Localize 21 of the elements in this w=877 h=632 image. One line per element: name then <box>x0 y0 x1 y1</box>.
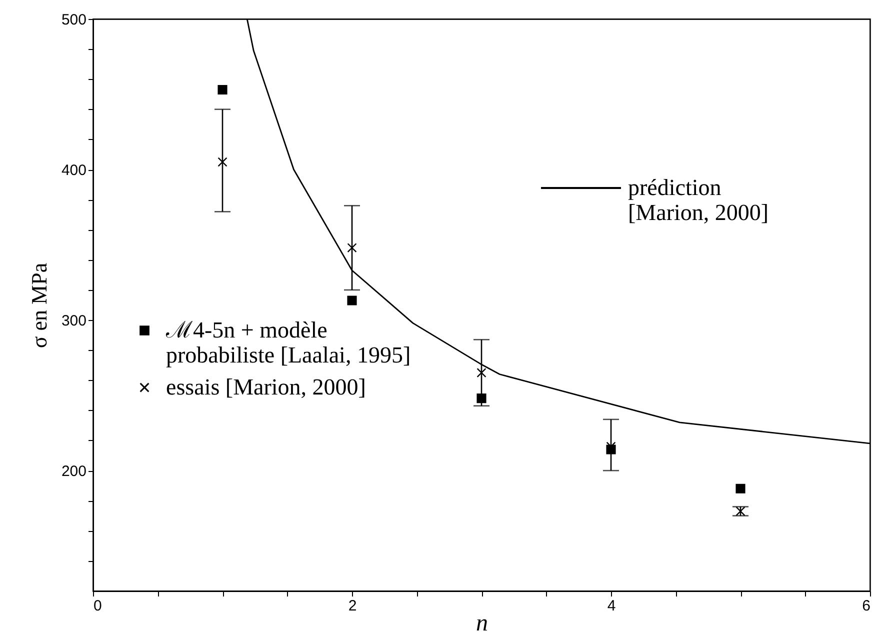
y-tick-label: 500 <box>61 12 86 28</box>
point <box>476 394 486 404</box>
x-tick-label: 2 <box>348 598 357 614</box>
y-axis-title: σ en MPa <box>26 262 52 348</box>
point <box>218 157 228 167</box>
y-tick-label: 300 <box>61 312 86 330</box>
y-tick-label: 400 <box>61 162 86 180</box>
x-axis-title: n <box>476 610 488 632</box>
x-tick-label: 0 <box>94 598 102 614</box>
point <box>476 368 486 378</box>
legend-label: prédiction [Marion, 2000] <box>628 175 769 225</box>
point <box>347 243 357 253</box>
point <box>736 506 746 516</box>
x-tick-label: 6 <box>862 598 870 614</box>
x-tick-label: 4 <box>607 598 616 614</box>
legend-label: ℳ4-5n + modèle probabiliste [Laalai, 1995] <box>165 318 411 368</box>
point <box>347 296 357 306</box>
legend-label: essais [Marion, 2000] <box>166 374 366 400</box>
y-tick-label: 200 <box>61 463 86 480</box>
point <box>736 484 746 494</box>
point <box>218 84 228 95</box>
